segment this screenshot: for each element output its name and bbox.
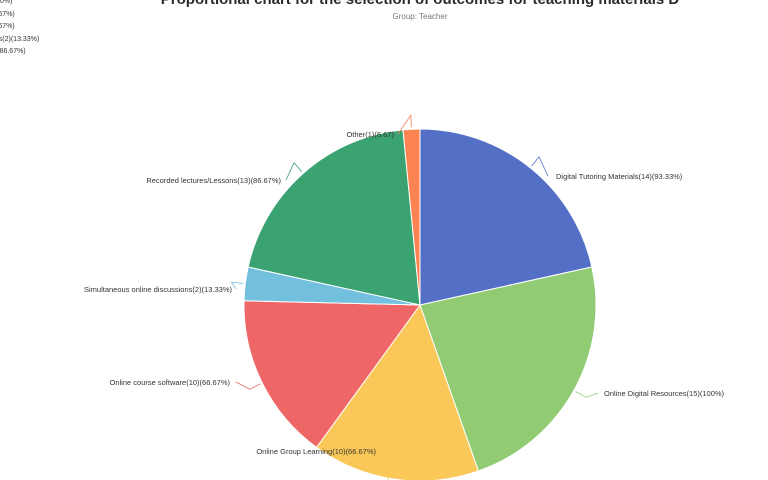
legend-item[interactable]: es(15)(100%)	[0, 0, 13, 5]
leader-lines	[230, 114, 599, 480]
leader-line	[235, 381, 261, 390]
chart-subtitle: Group: Teacher	[392, 12, 448, 21]
legend-item[interactable]: sons(13)(86.67%)	[0, 48, 26, 55]
pie-slices	[243, 128, 597, 480]
legend-item[interactable]: g(10)(66.67%)	[0, 10, 15, 18]
pie-slice[interactable]	[315, 303, 480, 480]
legend: es(15)(100%) g(10)(66.67%) e(10)(66.67%)…	[0, 0, 39, 59]
slice-label: Online course software(10)(66.67%)	[110, 378, 231, 387]
slice-label: Online Digital Resources(15)(100%)	[604, 389, 725, 398]
slice-label: Recorded lectures/Lessons(13)(86.67%)	[146, 176, 281, 185]
leader-line	[531, 156, 549, 177]
slice-label: Simultaneous online discussions(2)(13.33…	[84, 285, 232, 294]
legend-item[interactable]: e(10)(66.67%)	[0, 23, 15, 30]
leader-line	[285, 162, 303, 181]
chart-title: Proportional chart for the selection of …	[120, 0, 720, 8]
pie-slice[interactable]	[402, 128, 421, 306]
slice-labels: Digital Tutoring Materials(14)(93.33%) On…	[84, 130, 725, 456]
pie-slice[interactable]	[419, 266, 597, 472]
leader-line	[575, 391, 599, 398]
pie-slice[interactable]	[243, 300, 421, 449]
leader-line	[379, 450, 390, 480]
pie-slice[interactable]	[419, 128, 593, 306]
leader-line	[230, 281, 244, 290]
leader-line	[397, 114, 412, 135]
legend-item[interactable]: iscussions(2)(13.33%)	[0, 35, 40, 43]
slice-label: Digital Tutoring Materials(14)(93.33%)	[556, 172, 683, 181]
pie-slice[interactable]	[247, 129, 421, 306]
slice-label: Online Group Learning(10)(66.67%)	[256, 447, 376, 456]
slice-label: Other(1)(6.67)	[346, 130, 394, 139]
